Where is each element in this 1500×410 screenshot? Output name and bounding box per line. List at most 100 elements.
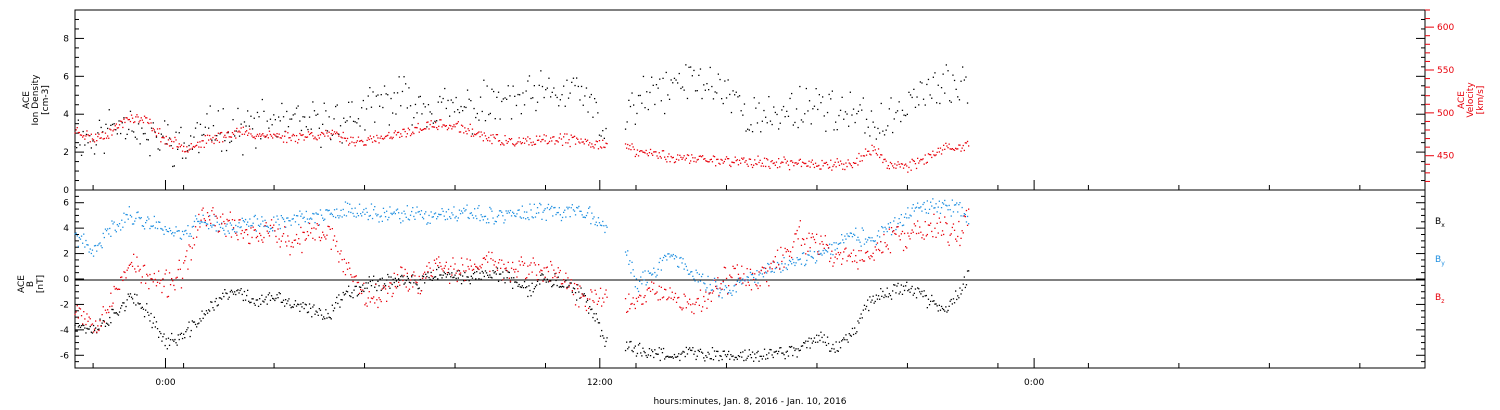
ion-density-dot: [193, 136, 195, 138]
bx-dot: [455, 277, 457, 280]
bx-dot: [178, 338, 180, 341]
velocity-dot: [489, 140, 491, 142]
bz-dot: [121, 276, 123, 278]
velocity-tick-label: 600: [1437, 23, 1454, 33]
bx-dot: [753, 360, 755, 362]
velocity-dot: [758, 161, 760, 164]
ion-density-dot: [677, 82, 679, 84]
bz-dot: [589, 298, 591, 300]
velocity-dot: [672, 156, 674, 159]
by-dot: [757, 282, 759, 284]
by-dot: [101, 247, 103, 249]
by-dot: [140, 217, 142, 219]
bx-dot: [642, 347, 644, 349]
velocity-dot: [426, 121, 428, 124]
by-dot: [406, 205, 408, 207]
bx-dot: [166, 348, 168, 350]
velocity-dot: [781, 161, 783, 163]
bx-dot: [491, 277, 493, 279]
by-dot: [627, 250, 629, 252]
velocity-dot: [643, 151, 645, 153]
ion-density-dot: [589, 96, 591, 98]
velocity-dot: [582, 141, 584, 143]
bz-dot: [730, 276, 732, 278]
bx-dot: [272, 297, 274, 300]
velocity-dot: [278, 133, 280, 135]
by-dot: [168, 227, 171, 229]
bx-dot: [643, 350, 645, 353]
bx-dot: [574, 292, 577, 294]
ion-density-dot: [698, 74, 700, 76]
by-dot: [162, 229, 164, 231]
ion-density-dot: [761, 120, 763, 122]
bz-dot: [964, 216, 966, 218]
by-dot: [779, 267, 781, 269]
ion-density-dot: [328, 116, 330, 118]
velocity-dot: [721, 159, 723, 161]
bx-dot: [122, 302, 124, 304]
bz-dot: [433, 259, 436, 261]
by-dot: [846, 233, 848, 235]
by-dot: [424, 213, 426, 215]
ion-density-dot: [229, 141, 231, 144]
bz-dot: [391, 295, 393, 298]
by-dot: [88, 251, 90, 253]
by-dot: [190, 235, 192, 237]
bx-dot: [470, 275, 472, 277]
by-dot: [857, 236, 859, 238]
ion-density-dot: [274, 119, 276, 121]
bz-dot: [141, 276, 143, 278]
bx-dot: [745, 359, 747, 361]
by-dot: [400, 222, 402, 224]
bz-dot: [291, 241, 293, 244]
ion-density-dot: [660, 100, 662, 102]
by-dot: [667, 253, 669, 255]
bx-dot: [386, 279, 388, 281]
by-dot: [342, 208, 344, 211]
bx-dot: [294, 300, 297, 302]
velocity-dot: [375, 140, 377, 143]
ion-density-dot: [905, 114, 907, 117]
magnetic-tick-label: -2: [60, 300, 69, 310]
velocity-dot: [601, 147, 603, 149]
bx-dot: [763, 348, 766, 350]
bz-dot: [732, 265, 734, 267]
ion-density-dot: [128, 128, 130, 131]
by-dot: [645, 284, 647, 286]
bx-dot: [488, 276, 490, 278]
bx-dot: [527, 295, 529, 298]
ion-density-dot: [167, 124, 169, 126]
by-dot: [785, 267, 787, 269]
by-dot: [530, 209, 532, 211]
by-dot: [110, 235, 112, 237]
bz-dot: [183, 262, 185, 264]
bx-dot: [854, 327, 856, 329]
bx-dot: [213, 309, 215, 311]
bz-dot: [592, 300, 594, 302]
bz-dot: [490, 258, 492, 260]
velocity-dot: [256, 133, 259, 136]
bz-dot: [913, 223, 915, 225]
bz-dot: [628, 293, 630, 295]
by-dot: [559, 214, 561, 216]
bz-dot: [678, 296, 680, 299]
velocity-dot: [97, 135, 99, 138]
bz-dot: [851, 261, 854, 263]
bz-dot: [264, 225, 266, 227]
velocity-dot: [408, 129, 411, 131]
by-dot: [121, 219, 123, 221]
bz-dot: [466, 258, 468, 260]
bx-dot: [898, 293, 900, 295]
bz-dot: [816, 233, 818, 235]
velocity-dot: [85, 135, 87, 137]
velocity-dot: [699, 155, 702, 157]
bz-dot: [262, 241, 264, 243]
bz-dot: [231, 219, 234, 221]
bx-dot: [492, 270, 494, 272]
ion-density-dot: [190, 135, 192, 137]
bx-dot: [332, 310, 335, 312]
bx-dot: [317, 314, 319, 316]
bz-dot: [85, 323, 87, 326]
ion-density-dot: [374, 121, 376, 123]
bz-dot: [299, 243, 301, 245]
